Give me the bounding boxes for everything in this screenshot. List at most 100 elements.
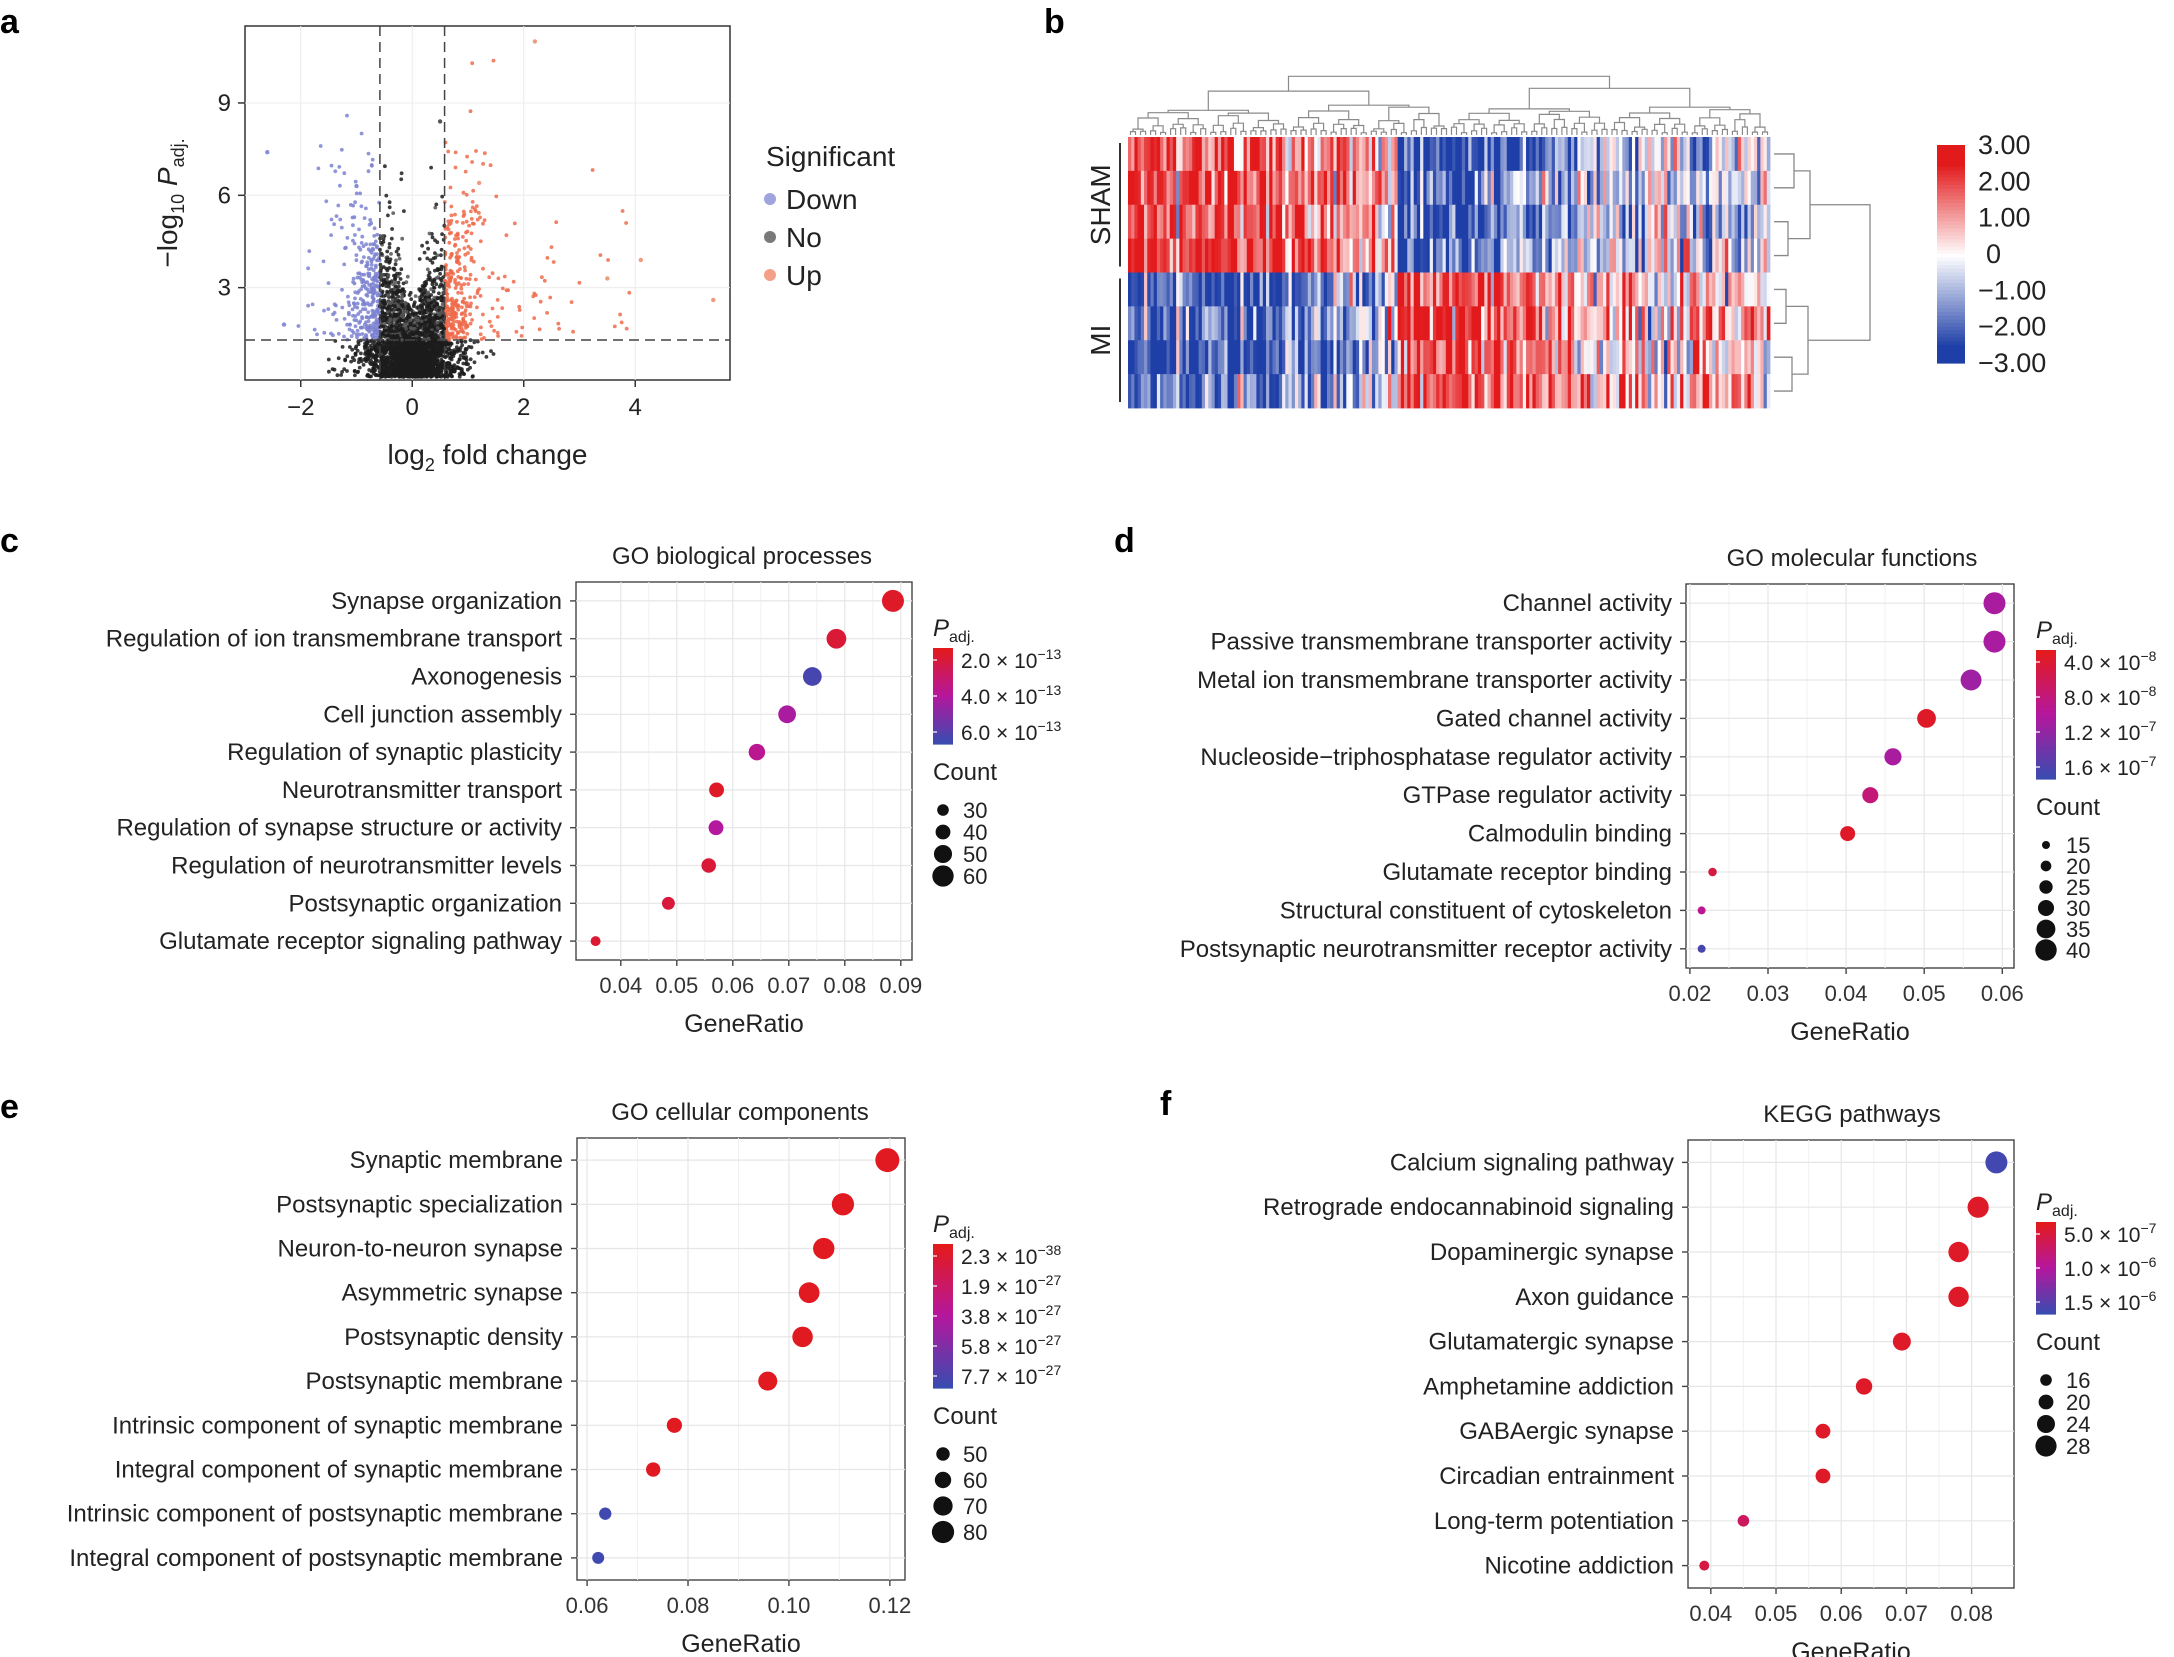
heatmap-cell	[1426, 306, 1431, 341]
volcano-point	[365, 345, 370, 350]
heatmap-cell	[1410, 137, 1415, 172]
heatmap-cell	[1407, 340, 1411, 375]
heatmap-cell	[1500, 238, 1504, 273]
heatmap-cell	[1439, 306, 1443, 341]
heatmap-cell	[1506, 238, 1511, 273]
volcano-point	[387, 260, 392, 265]
heatmap-cell	[1631, 137, 1636, 172]
heatmap-cell	[1619, 238, 1623, 273]
heatmap-cell	[1471, 272, 1476, 307]
heatmap-cell	[1564, 137, 1569, 172]
heatmap-cell	[1240, 306, 1244, 341]
heatmap-cell	[1365, 204, 1370, 240]
heatmap-cell	[1455, 137, 1460, 172]
heatmap-cell	[1294, 306, 1299, 341]
volcano-point	[366, 247, 371, 252]
volcano-point	[474, 204, 479, 209]
heatmap-cell	[1333, 204, 1338, 240]
volcano-point	[401, 344, 406, 349]
volcano-point	[418, 298, 422, 303]
volcano-point	[434, 282, 439, 287]
heatmap-cell	[1237, 238, 1241, 273]
volcano-point	[409, 373, 414, 378]
heatmap-cell	[1721, 204, 1726, 240]
volcano-point	[357, 365, 362, 370]
volcano-point	[367, 274, 372, 279]
heatmap-cell	[1320, 340, 1325, 375]
volcano-point	[434, 202, 439, 207]
heatmap-cell	[1266, 306, 1270, 341]
volcano-point	[371, 242, 376, 247]
volcano-point	[432, 318, 436, 323]
heatmap-cell	[1503, 137, 1508, 172]
heatmap-cell	[1734, 238, 1739, 273]
volcano-point	[340, 287, 344, 292]
volcano-point	[478, 215, 482, 220]
volcano-point	[420, 292, 424, 297]
heatmap-cell	[1721, 238, 1726, 273]
heatmap-cell	[1615, 238, 1620, 273]
heatmap-cell	[1465, 306, 1469, 341]
heatmap-cell	[1432, 170, 1437, 206]
heatmap-cell	[1455, 340, 1460, 375]
volcano-point	[437, 291, 441, 296]
heatmap-cell	[1179, 306, 1183, 341]
heatmap-cell	[1394, 137, 1399, 172]
volcano-point	[461, 190, 466, 195]
heatmap-cell	[1596, 170, 1601, 206]
heatmap-cell	[1490, 272, 1495, 307]
heatmap-cell	[1381, 170, 1386, 206]
heatmap-cell	[1301, 238, 1305, 273]
heatmap-cell	[1558, 272, 1562, 307]
heatmap-cell	[1378, 340, 1382, 375]
heatmap-cell	[1725, 238, 1729, 273]
heatmap-cell	[1432, 340, 1437, 375]
heatmap-cell	[1760, 204, 1764, 240]
heatmap-cell	[1371, 340, 1376, 375]
heatmap-cell	[1503, 306, 1508, 341]
heatmap-cell	[1509, 204, 1514, 240]
volcano-point	[385, 357, 389, 362]
heatmap-cell	[1339, 238, 1344, 273]
heatmap-cell	[1156, 170, 1161, 206]
volcano-point	[369, 250, 374, 255]
heatmap-cell	[1137, 137, 1142, 172]
heatmap-cell	[1609, 306, 1614, 341]
volcano-point	[353, 233, 357, 237]
volcano-point	[545, 311, 549, 315]
volcano-point	[346, 294, 350, 299]
volcano-point	[388, 361, 393, 365]
heatmap-cell	[1529, 238, 1533, 273]
heatmap-cell	[1545, 204, 1549, 240]
heatmap-cell	[1737, 306, 1742, 341]
heatmap-cell	[1532, 238, 1537, 273]
volcano-point	[389, 324, 394, 328]
heatmap-cell	[1169, 340, 1174, 375]
volcano-point	[427, 352, 432, 356]
volcano-point	[624, 221, 628, 225]
volcano-point	[322, 308, 326, 313]
heatmap-cell	[1519, 340, 1524, 375]
volcano-point	[373, 373, 378, 378]
volcano-point	[432, 295, 437, 300]
heatmap-cell	[1657, 137, 1662, 172]
heatmap-cell	[1709, 137, 1713, 172]
heatmap-cell	[1285, 272, 1289, 307]
volcano-point	[355, 348, 360, 353]
heatmap-cell	[1635, 272, 1639, 307]
volcano-point	[459, 326, 464, 331]
heatmap-cell	[1359, 137, 1363, 172]
heatmap-cell	[1201, 238, 1206, 273]
volcano-point	[406, 315, 410, 319]
heatmap-cell	[1712, 238, 1716, 273]
volcano-point	[371, 268, 376, 273]
heatmap-cell	[1147, 170, 1151, 206]
heatmap-cell	[1371, 204, 1376, 240]
heatmap-cell	[1429, 306, 1434, 341]
heatmap-cell	[1314, 170, 1318, 206]
heatmap-cell	[1343, 204, 1347, 240]
heatmap-cell	[1683, 238, 1687, 273]
heatmap-cell	[1445, 137, 1450, 172]
heatmap-cell	[1230, 204, 1235, 240]
volcano-point	[364, 206, 368, 211]
